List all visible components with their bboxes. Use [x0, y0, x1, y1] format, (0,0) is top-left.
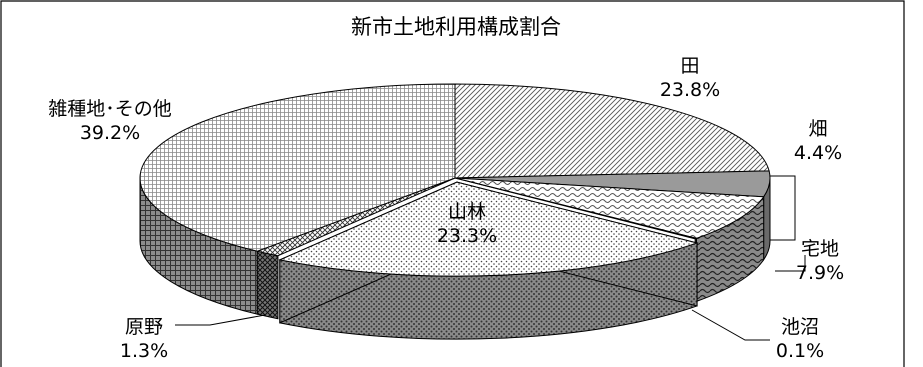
slice-value-label: 23.3%	[437, 225, 497, 247]
leader-line-3	[691, 309, 770, 341]
pie-slice-3	[454, 177, 699, 240]
pie-slice-6	[139, 83, 456, 252]
slice-name-label: 原野	[125, 316, 163, 338]
leader-lines	[175, 175, 806, 341]
chart-title: 新市土地利用構成割合	[351, 15, 561, 39]
slice-name-label: 畑	[808, 118, 827, 140]
pie-slice-0	[454, 83, 770, 179]
pie-slice-2	[454, 177, 765, 239]
pie-tops	[139, 83, 771, 277]
pie-slice-4	[278, 181, 699, 277]
leader-line-2	[775, 255, 806, 272]
slice-name-label: 山林	[448, 201, 486, 223]
slice-name-label: 雑種地･その他	[48, 98, 172, 120]
slice-value-label: 23.8%	[660, 79, 720, 101]
slice-value-label: 1.3%	[120, 340, 168, 362]
slice-name-label: 宅地	[801, 238, 839, 260]
slice-value-label: 39.2%	[80, 122, 140, 144]
pie-side-5	[256, 250, 279, 320]
slice-value-label: 0.1%	[776, 340, 824, 362]
leader-line-1	[770, 175, 796, 241]
slice-value-label: 4.4%	[794, 142, 842, 164]
leader-line-5	[175, 314, 266, 326]
slice-name-label: 池沼	[781, 316, 819, 338]
slice-name-label: 田	[680, 55, 699, 77]
slice-value-label: 7.9%	[796, 262, 844, 284]
